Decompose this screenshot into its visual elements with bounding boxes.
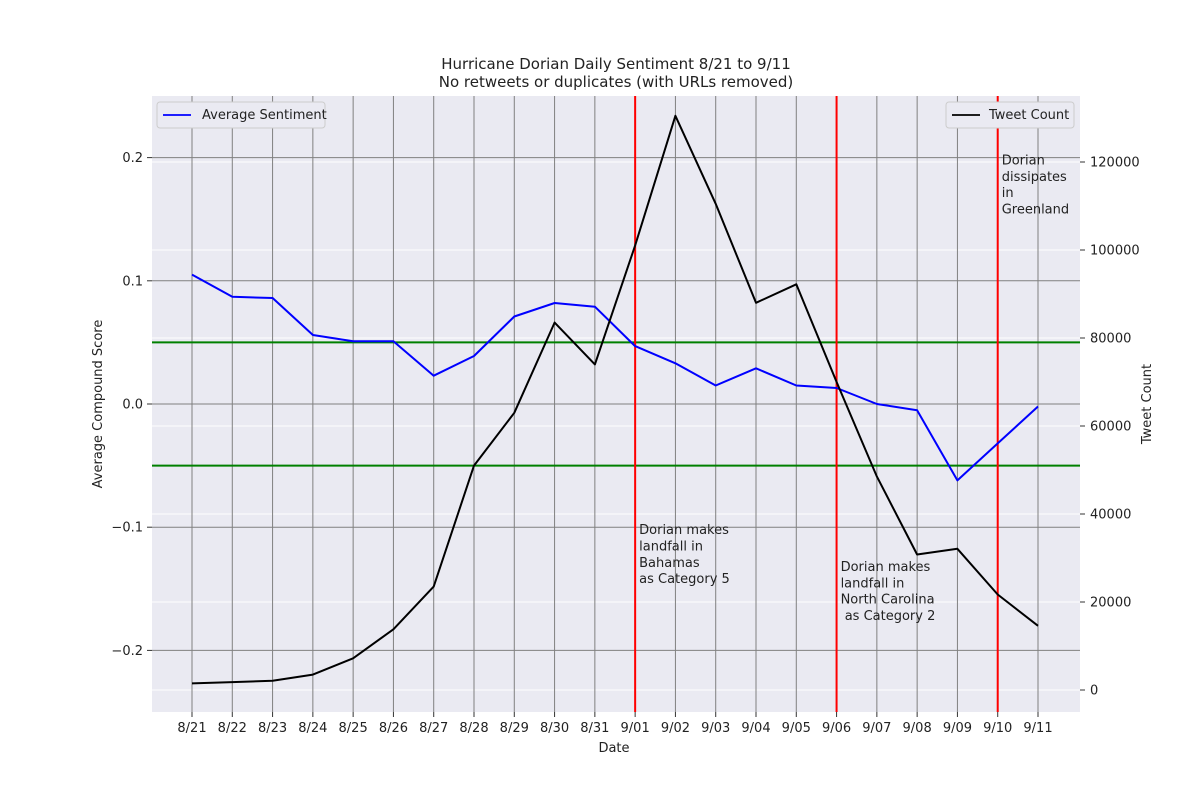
x-tick-label: 9/11 (1023, 721, 1052, 736)
legend-right: Tweet Count (945, 101, 1075, 129)
axes: 0 20000 40000 60000 80000 100000 120000 −0.2 −0.… (111, 151, 1139, 736)
x-tick-label: 8/25 (339, 721, 368, 736)
x-tick-label: 9/02 (661, 721, 690, 736)
x-tick-label: 9/01 (621, 721, 650, 736)
y2-tick-label: 100000 (1090, 244, 1140, 259)
x-tick-label: 8/27 (419, 721, 448, 736)
annotation-line: in (1002, 186, 1014, 201)
average-sentiment-line (191, 273, 1039, 482)
chart-title: Hurricane Dorian Daily Sentiment 8/21 to… (441, 55, 790, 73)
chart-subtitle: No retweets or duplicates (with URLs rem… (439, 73, 794, 91)
annotation-line: as Category 2 (841, 609, 936, 624)
x-tick-label: 8/21 (177, 721, 206, 736)
x-tick-label: 9/04 (741, 721, 770, 736)
y-tick-label: 0.1 (122, 274, 143, 289)
annotation-line: dissipates (1002, 170, 1067, 185)
x-tick-label: 9/07 (862, 721, 891, 736)
x-tick-label: 8/29 (500, 721, 529, 736)
x-tick-label: 9/06 (822, 721, 851, 736)
y2-tick-label: 0 (1090, 684, 1098, 699)
annotation-line: Dorian makes (841, 560, 931, 575)
x-tick-label: 9/08 (903, 721, 932, 736)
annotation-line: Dorian makes (639, 523, 729, 538)
annotation-line: Dorian (1002, 154, 1045, 169)
x-tick-label: 9/09 (943, 721, 972, 736)
x-tick-label: 8/30 (540, 721, 569, 736)
x-tick-label: 8/22 (218, 721, 247, 736)
y-axis-label: Average Compound Score (91, 320, 106, 489)
x-tick-label: 8/24 (298, 721, 327, 736)
x-tick-label: 8/31 (580, 721, 609, 736)
legend-right-label: Tweet Count (988, 108, 1069, 123)
reference-lines (152, 96, 1080, 712)
legend-left: Average Sentiment (156, 101, 327, 129)
y2-tick-label: 60000 (1090, 420, 1131, 435)
legend-left-label: Average Sentiment (202, 108, 327, 123)
x-tick-label: 9/03 (701, 721, 730, 736)
x-tick-label: 9/10 (983, 721, 1012, 736)
legend-left-box (156, 101, 326, 129)
y-tick-label: 0.0 (122, 398, 143, 413)
annotation-line: as Category 5 (639, 572, 730, 587)
y2-tick-label: 80000 (1090, 332, 1131, 347)
y2-axis-label: Tweet Count (1140, 364, 1155, 445)
x-axis-label: Date (598, 741, 629, 756)
event-annotation: Dorian makes landfall in North Carolina as… (841, 560, 936, 624)
x-tick-label: 8/26 (379, 721, 408, 736)
y2-tick-label: 20000 (1090, 596, 1131, 611)
grid-layer (152, 96, 1080, 712)
legend-right-box (945, 101, 1075, 129)
annotation-line: Greenland (1002, 203, 1069, 218)
tweet-count-line (191, 114, 1039, 685)
x-tick-label: 8/28 (459, 721, 488, 736)
annotation-line: landfall in (841, 576, 905, 591)
event-annotation: Dorian makes landfall in Bahamas as Categor… (639, 523, 730, 587)
x-tick-label: 9/05 (782, 721, 811, 736)
annotations: Dorian makes landfall in Bahamas as Categor… (639, 154, 1069, 624)
y2-tick-label: 120000 (1090, 156, 1140, 171)
y2-tick-label: 40000 (1090, 508, 1131, 523)
y-tick-label: 0.2 (122, 151, 143, 166)
x-tick-label: 8/23 (258, 721, 287, 736)
event-annotation: Dorian dissipates in Greenland (1002, 154, 1069, 218)
annotation-line: landfall in (639, 540, 703, 555)
y-tick-label: −0.2 (111, 644, 143, 659)
annotation-line: North Carolina (841, 593, 935, 608)
series-layer (191, 114, 1039, 685)
annotation-line: Bahamas (639, 556, 700, 571)
y-tick-label: −0.1 (111, 521, 143, 536)
